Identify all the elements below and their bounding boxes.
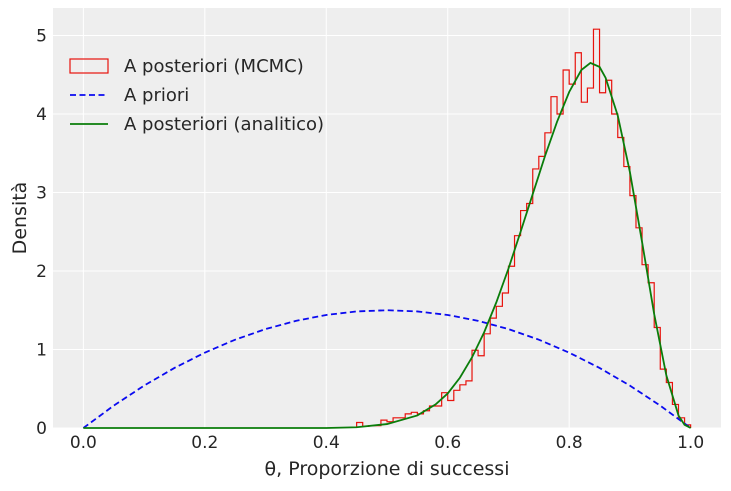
- y-tick-label: 2: [36, 262, 47, 282]
- y-tick-label: 3: [36, 183, 47, 203]
- posterior-analytic-line: [83, 61, 692, 429]
- x-tick-label: 0.0: [70, 433, 97, 453]
- legend-swatch-mcmc: [69, 58, 109, 74]
- prior-line: [82, 309, 692, 429]
- x-tick-label: 0.4: [313, 433, 340, 453]
- grid-lines: [53, 8, 721, 429]
- mcmc-histogram: [356, 28, 692, 428]
- plot-background: [53, 8, 721, 428]
- y-tick-label: 1: [36, 340, 47, 360]
- legend-label: A priori: [124, 85, 189, 106]
- y-tick-label: 4: [36, 105, 47, 125]
- x-tick-label: 0.6: [434, 433, 461, 453]
- x-tick-label: 0.8: [556, 433, 583, 453]
- x-tick-label: 1.0: [677, 433, 704, 453]
- tick-labels: 0.0 0.2 0.4 0.6 0.8 1.0 0 1 2 3 4 5: [36, 26, 704, 453]
- legend-label: A posteriori (analitico): [124, 114, 324, 135]
- y-axis-label: Densità: [9, 182, 31, 255]
- x-axis-label: θ, Proporzione di successi: [265, 458, 510, 480]
- y-tick-label: 0: [36, 419, 47, 439]
- x-tick-label: 0.2: [191, 433, 218, 453]
- y-tick-label: 5: [36, 26, 47, 46]
- series-layer: [82, 28, 692, 429]
- legend: A posteriori (MCMC) A priori A posteriori …: [69, 56, 324, 135]
- legend-label: A posteriori (MCMC): [124, 56, 304, 77]
